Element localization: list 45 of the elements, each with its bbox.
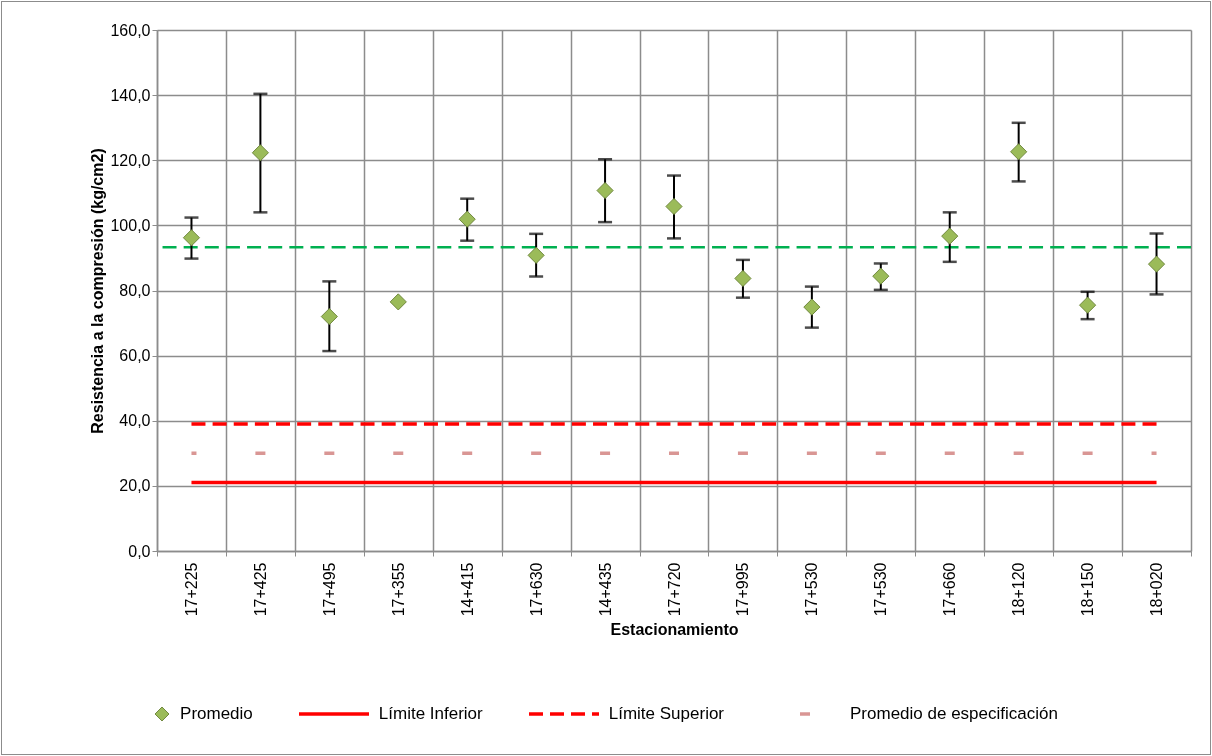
x-tick-label: 14+435 [596, 562, 614, 617]
x-tick-label: 17+425 [251, 562, 269, 617]
point [458, 210, 476, 228]
point [803, 298, 821, 316]
y-tick-label: 0,0 [128, 542, 151, 560]
x-axis-title: Estacionamiento [610, 621, 739, 639]
point [1147, 255, 1166, 273]
y-tick-label: 80,0 [119, 282, 151, 299]
y-tick-label: 40,0 [119, 412, 151, 430]
x-tick-label: 17+530 [872, 562, 890, 617]
point [1010, 143, 1028, 161]
y-tick-label: 100,0 [110, 216, 151, 234]
point [251, 144, 269, 162]
point [320, 307, 338, 326]
point [941, 227, 959, 245]
y-tick-label: 160,0 [110, 21, 151, 39]
y-tick-label: 60,0 [119, 347, 151, 365]
point [182, 229, 201, 247]
y-tick-label: 20,0 [119, 477, 151, 495]
legend-label: Promedio de especificación [850, 704, 1058, 724]
y-axis-title: Resistencia a la compresión (kg/cm2) [89, 148, 107, 434]
x-tick-label: 17+660 [941, 562, 959, 617]
legend-label: Límite Superior [608, 704, 725, 724]
legend-label: Límite Inferior [378, 704, 483, 724]
x-tick-label: 17+630 [527, 562, 545, 617]
x-tick-label: 17+720 [665, 562, 683, 617]
point [734, 269, 752, 288]
x-tick-label: 18+120 [1010, 562, 1028, 617]
x-tick-label: 18+020 [1148, 562, 1166, 617]
y-tick-label: 120,0 [110, 151, 151, 169]
point [527, 246, 545, 264]
x-tick-label: 17+355 [389, 562, 407, 617]
legend-label: Promedio [180, 704, 253, 724]
x-tick-label: 18+150 [1079, 562, 1097, 617]
x-tick-label: 14+415 [458, 562, 476, 617]
x-tick-label: 17+225 [182, 562, 200, 617]
y-tick-label: 140,0 [110, 86, 151, 104]
point [596, 181, 614, 200]
x-tick-label: 17+495 [320, 562, 338, 617]
point [1079, 296, 1097, 314]
point [389, 293, 407, 311]
x-tick-label: 17+995 [734, 562, 752, 617]
x-tick-label: 17+530 [803, 562, 821, 617]
point [665, 197, 683, 216]
point [872, 267, 890, 285]
